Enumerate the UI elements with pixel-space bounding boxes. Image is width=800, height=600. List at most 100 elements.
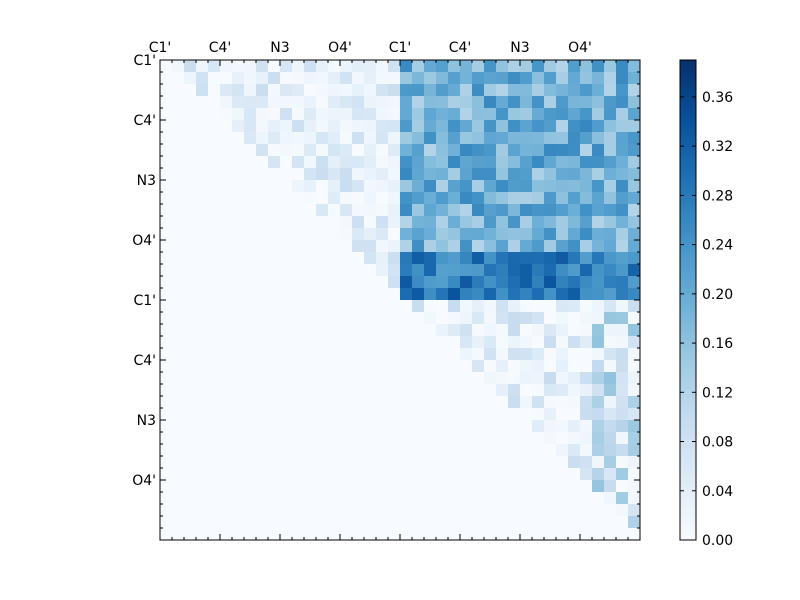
heatmap-cell <box>352 216 365 229</box>
heatmap-cell <box>340 180 353 193</box>
heatmap-cell <box>568 204 581 217</box>
heatmap-cell <box>268 108 281 121</box>
heatmap-cell <box>532 252 545 265</box>
heatmap-cell <box>460 360 473 373</box>
heatmap-cell <box>580 492 593 505</box>
heatmap-cell <box>244 168 257 181</box>
heatmap-cell <box>508 360 521 373</box>
heatmap-cell <box>472 264 485 277</box>
heatmap-cell <box>520 180 533 193</box>
heatmap-cell <box>412 108 425 121</box>
heatmap-cell <box>628 108 641 121</box>
heatmap-cell <box>256 192 269 205</box>
heatmap-cell <box>472 192 485 205</box>
heatmap-cell <box>292 84 305 97</box>
top-tick-labels: C1' C4' N3 O4' C1' C4' N3 O4' <box>149 40 592 56</box>
heatmap-cell <box>388 396 401 409</box>
heatmap-cell <box>556 72 569 85</box>
heatmap-cell <box>484 60 497 73</box>
heatmap-cell <box>160 228 173 241</box>
heatmap-cell <box>184 312 197 325</box>
heatmap-cell <box>364 240 377 253</box>
heatmap-cell <box>388 96 401 109</box>
heatmap-cell <box>184 276 197 289</box>
heatmap-cell <box>400 168 413 181</box>
heatmap-cell <box>244 180 257 193</box>
heatmap-cell <box>532 516 545 529</box>
heatmap-cell <box>412 516 425 529</box>
heatmap-cell <box>484 300 497 313</box>
heatmap-cell <box>616 240 629 253</box>
heatmap-cell <box>376 132 389 145</box>
heatmap-cell <box>532 444 545 457</box>
heatmap-cell <box>244 324 257 337</box>
heatmap-cell <box>520 300 533 313</box>
heatmap-cell <box>292 324 305 337</box>
heatmap-cell <box>484 480 497 493</box>
heatmap-cell <box>556 132 569 145</box>
heatmap-cell <box>448 324 461 337</box>
heatmap-cell <box>604 96 617 109</box>
heatmap-cell <box>316 492 329 505</box>
heatmap-cell <box>532 132 545 145</box>
heatmap-cell <box>412 456 425 469</box>
heatmap-cell <box>316 240 329 253</box>
heatmap-cell <box>196 228 209 241</box>
heatmap-cell <box>604 348 617 361</box>
heatmap-cell <box>616 168 629 181</box>
colorbar-tick-label: 0.24 <box>702 238 733 254</box>
heatmap-cell <box>544 120 557 133</box>
heatmap-cell <box>340 456 353 469</box>
heatmap-cell <box>604 288 617 301</box>
heatmap-cell <box>496 264 509 277</box>
heatmap-cell <box>436 408 449 421</box>
heatmap-cell <box>388 264 401 277</box>
heatmap-cell <box>424 72 437 85</box>
heatmap-cell <box>592 300 605 313</box>
heatmap-cell <box>616 432 629 445</box>
heatmap-cell <box>544 84 557 97</box>
heatmap-cell <box>304 348 317 361</box>
heatmap-cell <box>496 348 509 361</box>
heatmap-cell <box>172 108 185 121</box>
heatmap-cell <box>592 204 605 217</box>
heatmap-cell <box>616 456 629 469</box>
heatmap-cell <box>244 384 257 397</box>
heatmap-cell <box>172 336 185 349</box>
heatmap-cell <box>244 420 257 433</box>
heatmap-cell <box>556 204 569 217</box>
heatmap-cell <box>532 336 545 349</box>
heatmap-cell <box>568 96 581 109</box>
heatmap-cell <box>496 72 509 85</box>
heatmap-cell <box>304 420 317 433</box>
heatmap-cell <box>196 348 209 361</box>
heatmap-cell <box>412 252 425 265</box>
heatmap-cell <box>628 156 641 169</box>
heatmap-cell <box>208 516 221 529</box>
heatmap-cell <box>268 144 281 157</box>
heatmap-cell <box>544 228 557 241</box>
heatmap-cell <box>376 300 389 313</box>
heatmap-cell <box>388 504 401 517</box>
heatmap-cell <box>376 408 389 421</box>
heatmap-cell <box>232 468 245 481</box>
heatmap-cell <box>304 132 317 145</box>
heatmap-cell <box>316 288 329 301</box>
heatmap-cell <box>196 180 209 193</box>
heatmap-cell <box>592 336 605 349</box>
heatmap-cell <box>328 180 341 193</box>
heatmap-cell <box>532 492 545 505</box>
heatmap-cell <box>184 504 197 517</box>
heatmap-cell <box>388 240 401 253</box>
heatmap-cell <box>568 312 581 325</box>
heatmap-cell <box>376 456 389 469</box>
heatmap-cell <box>208 504 221 517</box>
heatmap-cell <box>268 288 281 301</box>
heatmap-cell <box>196 216 209 229</box>
colorbar-tick-label: 0.32 <box>702 139 733 155</box>
heatmap-cell <box>232 108 245 121</box>
heatmap-cell <box>568 300 581 313</box>
heatmap-cell <box>568 324 581 337</box>
heatmap-cell <box>424 144 437 157</box>
heatmap-cell <box>472 504 485 517</box>
